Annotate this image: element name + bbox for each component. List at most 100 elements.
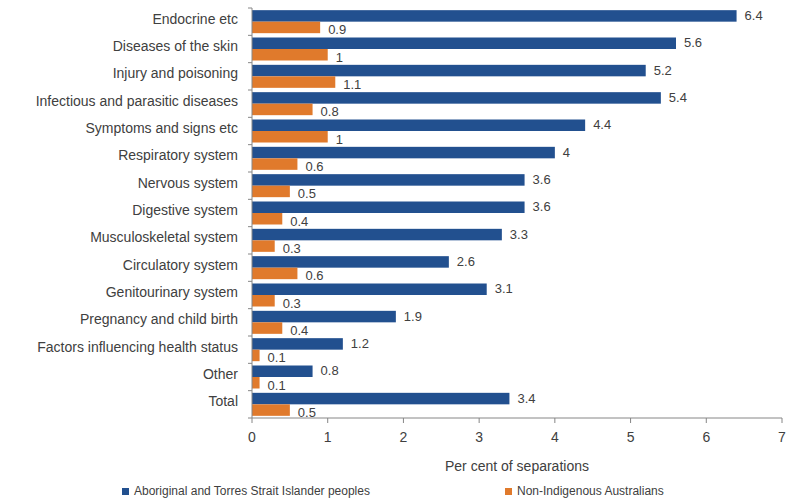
bar xyxy=(252,131,328,143)
category-tick xyxy=(248,281,252,282)
y-axis xyxy=(252,8,253,418)
category-label: Total xyxy=(208,393,238,409)
bar xyxy=(252,240,275,252)
bar xyxy=(252,76,335,88)
data-label: 0.6 xyxy=(305,159,323,174)
category-tick xyxy=(248,226,252,227)
category-tick xyxy=(248,199,252,200)
bar xyxy=(252,311,396,323)
data-label: 0.5 xyxy=(298,186,316,201)
data-label: 0.3 xyxy=(283,241,301,256)
category-tick xyxy=(248,172,252,173)
bar xyxy=(252,65,646,77)
x-tick-label: 7 xyxy=(778,429,786,445)
category-tick xyxy=(248,62,252,63)
bar xyxy=(252,338,343,350)
category-tick xyxy=(248,35,252,36)
data-label: 0.3 xyxy=(283,296,301,311)
x-tick xyxy=(554,418,555,423)
data-label: 1.1 xyxy=(343,77,361,92)
category-tick xyxy=(248,144,252,145)
data-label: 1 xyxy=(336,132,343,147)
category-tick xyxy=(248,117,252,118)
data-label: 2.6 xyxy=(457,254,475,269)
category-label: Circulatory system xyxy=(123,257,238,273)
data-label: 0.8 xyxy=(321,104,339,119)
data-label: 0.8 xyxy=(321,363,339,378)
x-tick xyxy=(479,418,480,423)
x-tick xyxy=(252,418,253,423)
category-tick xyxy=(248,254,252,255)
category-label: Endocrine etc xyxy=(152,11,238,27)
bar xyxy=(252,229,502,241)
data-label: 6.4 xyxy=(745,8,763,23)
bar xyxy=(252,186,290,198)
data-label: 3.1 xyxy=(495,281,513,296)
x-axis-title: Per cent of separations xyxy=(445,458,589,474)
data-label: 1.2 xyxy=(351,336,369,351)
x-tick xyxy=(403,418,404,423)
category-tick xyxy=(248,363,252,364)
bar xyxy=(252,147,555,159)
bar xyxy=(252,49,328,61)
bar xyxy=(252,295,275,307)
category-tick xyxy=(248,390,252,391)
chart: 6.45.65.25.44.443.63.63.32.63.11.91.20.8… xyxy=(0,0,800,502)
data-label: 0.6 xyxy=(305,268,323,283)
legend-label: Aboriginal and Torres Strait Islander pe… xyxy=(134,484,370,498)
category-label: Digestive system xyxy=(132,202,238,218)
category-label: Genitourinary system xyxy=(106,284,238,300)
bars xyxy=(252,10,737,416)
bar xyxy=(252,174,525,186)
bar xyxy=(252,350,260,362)
legend-swatch xyxy=(122,488,129,495)
data-label: 3.6 xyxy=(533,199,551,214)
x-tick xyxy=(327,418,328,423)
bar xyxy=(252,10,737,22)
data-label: 4.4 xyxy=(593,117,611,132)
category-label: Musculoskeletal system xyxy=(90,229,238,245)
data-labels: 6.45.65.25.44.443.63.63.32.63.11.91.20.8… xyxy=(268,8,763,420)
x-tick-label: 6 xyxy=(702,429,710,445)
category-tick xyxy=(248,90,252,91)
data-label: 0.4 xyxy=(290,323,308,338)
bar xyxy=(252,92,661,104)
category-tick xyxy=(248,308,252,309)
data-label: 3.4 xyxy=(517,391,535,406)
x-tick-label: 0 xyxy=(248,429,256,445)
x-tick-label: 5 xyxy=(627,429,635,445)
data-label: 3.3 xyxy=(510,227,528,242)
category-label: Other xyxy=(203,366,238,382)
bar xyxy=(252,404,290,416)
category-label: Nervous system xyxy=(138,175,238,191)
x-tick xyxy=(630,418,631,423)
bar xyxy=(252,104,313,116)
category-label: Factors influencing health status xyxy=(37,339,238,355)
bar xyxy=(252,158,297,170)
data-label: 0.1 xyxy=(268,378,286,393)
data-label: 1.9 xyxy=(404,309,422,324)
category-label: Respiratory system xyxy=(118,147,238,163)
bar xyxy=(252,22,320,33)
bar xyxy=(252,256,449,268)
bar xyxy=(252,268,297,280)
category-tick xyxy=(248,418,252,419)
category-label: Injury and poisoning xyxy=(113,65,238,81)
data-label: 3.6 xyxy=(533,172,551,187)
bar xyxy=(252,38,676,50)
category-tick xyxy=(248,8,252,9)
category-tick xyxy=(248,336,252,337)
bar xyxy=(252,213,282,225)
data-label: 4 xyxy=(563,145,570,160)
category-label: Symptoms and signs etc xyxy=(85,120,238,136)
legend-label: Non-Indigenous Australians xyxy=(517,484,664,498)
bar xyxy=(252,322,282,334)
category-label: Diseases of the skin xyxy=(113,38,238,54)
x-tick-label: 4 xyxy=(551,429,559,445)
category-label: Pregnancy and child birth xyxy=(80,311,238,327)
data-label: 1 xyxy=(336,50,343,65)
bar xyxy=(252,366,313,378)
x-tick-label: 1 xyxy=(324,429,332,445)
data-label: 5.6 xyxy=(684,35,702,50)
data-label: 5.4 xyxy=(669,90,687,105)
